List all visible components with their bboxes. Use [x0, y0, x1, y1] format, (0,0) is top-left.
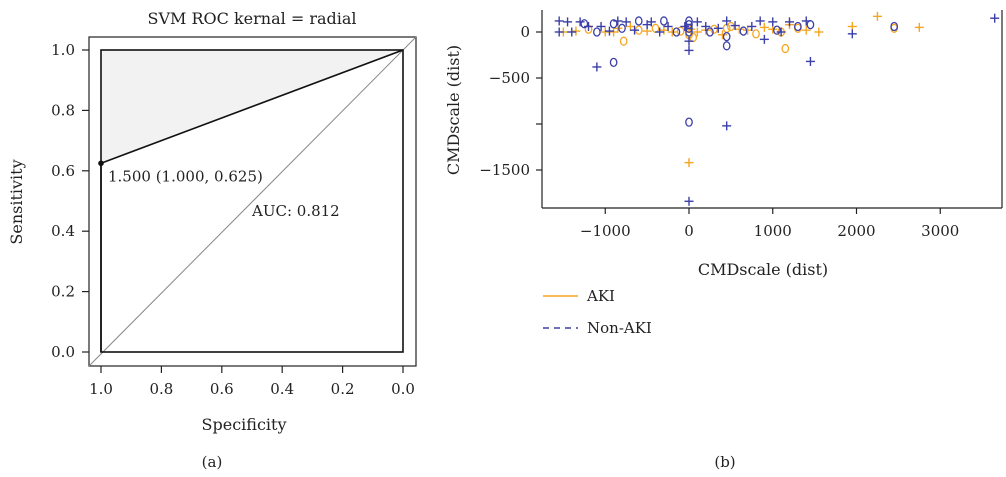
legend-label: AKI: [586, 287, 615, 305]
roc-y-tick-label: 1.0: [51, 41, 75, 59]
scatter-point-aki: [728, 22, 734, 30]
roc-x-axis: 1.0 0.8 0.6 0.4 0.2 0.0: [89, 366, 415, 398]
scatter-point-non-aki: [760, 35, 769, 44]
roc-x-tick-label: 0.4: [270, 380, 294, 398]
scatter-point-non-aki: [655, 28, 664, 37]
scatter-point-non-aki: [723, 33, 729, 41]
scatter-point-non-aki: [777, 28, 786, 37]
scatter-point-aki: [873, 12, 882, 21]
scatter-x-axis: −1000 0 1000 2000 3000: [580, 208, 959, 240]
roc-auc-label: AUC: 0.812: [251, 202, 340, 220]
roc-y-tick-label: 0.8: [51, 101, 75, 119]
scatter-point-aki: [685, 158, 694, 167]
scatter-point-aki: [652, 24, 658, 32]
scatter-point-non-aki: [636, 17, 642, 25]
scatter-point-non-aki: [685, 197, 694, 206]
scatter-point-aki: [668, 28, 677, 37]
scatter-point-non-aki: [723, 42, 729, 50]
scatter-point-non-aki: [555, 28, 564, 37]
roc-threshold-point: [98, 160, 104, 166]
scatter-point-non-aki: [806, 57, 815, 66]
scatter-point-non-aki: [685, 46, 694, 55]
scatter-axes: [542, 10, 1002, 208]
scatter-point-non-aki: [768, 17, 777, 26]
scatter-point-non-aki: [685, 37, 694, 46]
scatter-point-aki: [915, 23, 924, 32]
panel-label-a: (a): [202, 453, 223, 471]
scatter-point-non-aki: [722, 121, 731, 130]
scatter-point-non-aki: [848, 29, 857, 38]
roc-title: SVM ROC kernal = radial: [147, 9, 356, 28]
roc-y-label: Sensitivity: [7, 159, 26, 244]
scatter-point-aki: [571, 27, 580, 36]
scatter-x-tick-label: 1000: [754, 222, 792, 240]
scatter-y-tick-label: −500: [489, 69, 530, 87]
scatter-point-aki: [723, 24, 729, 32]
scatter-point-non-aki: [567, 28, 576, 37]
scatter-point-non-aki: [661, 17, 667, 25]
scatter-point-non-aki: [807, 21, 813, 29]
scatter-point-non-aki: [686, 118, 692, 126]
scatter-y-tick-label: −1500: [479, 161, 530, 179]
scatter-point-aki: [753, 30, 759, 38]
roc-threshold-label: 1.500 (1.000, 0.625): [108, 167, 263, 185]
scatter-point-non-aki: [774, 26, 780, 34]
scatter-point-non-aki: [555, 16, 564, 25]
scatter-x-tick-label: 0: [684, 222, 694, 240]
scatter-legend: AKI Non-AKI: [543, 287, 652, 337]
scatter-point-non-aki: [610, 58, 616, 66]
scatter-point-non-aki: [563, 17, 572, 26]
scatter-point-non-aki: [722, 16, 731, 25]
scatter-point-non-aki: [597, 22, 606, 31]
roc-x-tick-label: 0.0: [391, 380, 415, 398]
roc-y-tick-label: 0.2: [51, 283, 75, 301]
roc-y-axis: 0.0 0.2 0.4 0.6 0.8 1.0: [51, 41, 89, 361]
scatter-point-aki: [814, 28, 823, 37]
roc-y-tick-label: 0.6: [51, 162, 75, 180]
scatter-point-aki: [601, 28, 610, 37]
roc-x-tick-label: 0.2: [331, 380, 355, 398]
legend-entry-aki: AKI: [543, 287, 615, 305]
scatter-x-tick-label: 2000: [837, 222, 875, 240]
roc-x-label: Specificity: [202, 415, 287, 434]
scatter-points: [555, 12, 1000, 206]
scatter-point-non-aki: [594, 28, 600, 36]
scatter-panel: −1000 0 1000 2000 3000 0 −500 −1500 CMDscale (…: [444, 10, 1002, 471]
scatter-y-axis: 0 −500 −1500: [479, 23, 542, 179]
panel-label-b: (b): [714, 453, 735, 471]
roc-panel: SVM ROC kernal = radial 1.500 (1.000, 0.…: [7, 9, 416, 471]
roc-x-tick-label: 0.6: [210, 380, 234, 398]
scatter-x-tick-label: −1000: [580, 222, 631, 240]
scatter-point-aki: [620, 37, 626, 45]
scatter-point-non-aki: [576, 17, 585, 26]
scatter-point-non-aki: [990, 14, 999, 23]
scatter-point-aki: [760, 23, 769, 32]
roc-y-tick-label: 0.4: [51, 222, 75, 240]
scatter-y-tick-label: 0: [520, 23, 530, 41]
legend-entry-non-aki: Non-AKI: [543, 319, 652, 337]
roc-x-tick-label: 1.0: [89, 380, 113, 398]
legend-label: Non-AKI: [587, 319, 652, 337]
scatter-point-non-aki: [740, 27, 746, 35]
scatter-x-label: CMDscale (dist): [698, 260, 828, 279]
scatter-x-tick-label: 3000: [921, 222, 959, 240]
scatter-point-aki: [782, 45, 788, 53]
scatter-point-non-aki: [592, 62, 601, 71]
roc-y-tick-label: 0.0: [51, 343, 75, 361]
roc-x-tick-label: 0.8: [149, 380, 173, 398]
scatter-point-aki: [802, 26, 811, 35]
scatter-point-non-aki: [756, 16, 765, 25]
scatter-y-label: CMDscale (dist): [444, 45, 463, 175]
scatter-point-non-aki: [693, 17, 702, 26]
